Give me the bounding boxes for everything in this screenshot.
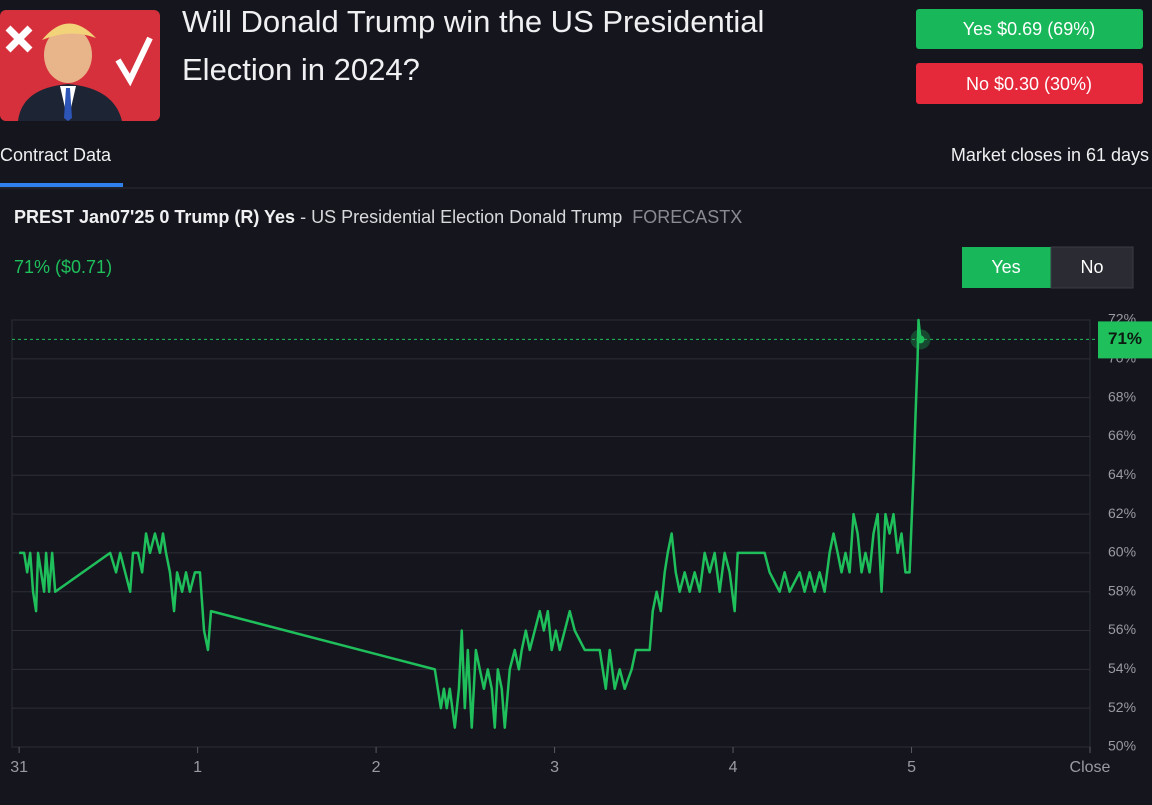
- y-tick-label: 50%: [1108, 738, 1136, 754]
- contract-name: PREST Jan07'25 0 Trump (R) Yes: [14, 207, 295, 227]
- market-title: Election in 2024?: [182, 52, 420, 87]
- y-tick-label: 66%: [1108, 427, 1136, 443]
- market-image: [0, 10, 160, 121]
- y-tick-label: 54%: [1108, 660, 1136, 676]
- image-tie: [64, 88, 72, 121]
- tab[interactable]: Contract Data: [0, 145, 112, 165]
- y-tick-label: 64%: [1108, 466, 1136, 482]
- toggle-yes-label[interactable]: Yes: [991, 257, 1020, 277]
- y-tick-label: 62%: [1108, 505, 1136, 521]
- y-tick-label: 60%: [1108, 544, 1136, 560]
- y-tick-label: 68%: [1108, 388, 1136, 404]
- image-hair: [42, 23, 96, 40]
- current-badge: [1098, 321, 1152, 359]
- yes-button[interactable]: [916, 9, 1143, 49]
- market-closes: Market closes in 61 days: [951, 145, 1149, 165]
- x-tick-label: 1: [193, 759, 202, 776]
- image-x: [5, 25, 33, 53]
- toggle-yes[interactable]: [962, 247, 1051, 288]
- no-button[interactable]: [916, 63, 1143, 104]
- image-check: [115, 36, 153, 87]
- contract-description: - US Presidential Election Donald Trump: [300, 207, 622, 227]
- chart: 50%52%54%56%58%60%62%64%66%68%70%72%3112…: [10, 311, 1152, 776]
- contract-source: FORECASTX: [632, 207, 742, 227]
- contract-line: PREST Jan07'25 0 Trump (R) Yes - US Presi…: [14, 207, 742, 227]
- current-label: 71%: [1108, 329, 1142, 348]
- y-tick-label: 52%: [1108, 699, 1136, 715]
- toggle-no[interactable]: [1050, 246, 1134, 289]
- tab-underline: [0, 183, 123, 187]
- y-tick-label: 56%: [1108, 621, 1136, 637]
- no-button-label[interactable]: No $0.30 (30%): [966, 74, 1092, 94]
- price-line: [19, 318, 922, 729]
- x-tick-label: 5: [907, 759, 916, 776]
- image-face: [44, 27, 92, 83]
- x-tick-label: Close: [1070, 759, 1111, 776]
- x-tick-label: 4: [729, 759, 738, 776]
- y-tick-label: 58%: [1108, 582, 1136, 598]
- toggle-no-label[interactable]: No: [1080, 257, 1103, 277]
- x-tick-label: 31: [10, 759, 28, 776]
- x-tick-label: 2: [372, 759, 381, 776]
- x-tick-label: 3: [550, 759, 559, 776]
- contract-price: 71% ($0.71): [14, 257, 112, 277]
- market-title: Will Donald Trump win the US Presidentia…: [182, 4, 764, 39]
- yes-button-label[interactable]: Yes $0.69 (69%): [963, 19, 1095, 39]
